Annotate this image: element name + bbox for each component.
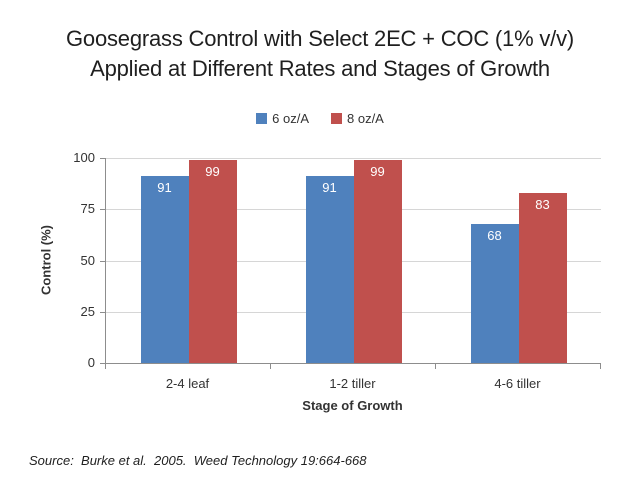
y-tick-label: 25	[80, 303, 95, 319]
legend-swatch-8oz	[331, 113, 342, 124]
y-axis-title: Control (%)	[38, 224, 54, 296]
bar-6-oz-A: 91	[305, 176, 354, 363]
x-category-label: 2-4 leaf	[165, 376, 210, 391]
bar-value-label: 91	[157, 180, 172, 196]
legend-item-8oz: 8 oz/A	[331, 111, 384, 126]
bar-value-label: 91	[322, 180, 337, 196]
y-tick-label: 75	[80, 201, 95, 217]
bar-8-oz-A: 99	[353, 160, 402, 363]
legend-item-6oz: 6 oz/A	[256, 111, 309, 126]
y-tick-label: 0	[87, 355, 95, 370]
bar-6-oz-A: 68	[470, 223, 519, 363]
chart-title-line-1: Goosegrass Control with Select 2EC + COC…	[66, 26, 574, 51]
x-tick-mark	[270, 364, 271, 369]
gridline-100	[106, 158, 601, 159]
x-category-label: 1-2 tiller	[329, 376, 376, 391]
x-category-label: 4-6 tiller	[494, 376, 541, 391]
x-tick-mark	[600, 364, 601, 369]
y-tick-mark	[100, 158, 105, 159]
x-axis-title: Stage of Growth	[302, 398, 403, 413]
y-tick-label: 50	[80, 252, 95, 268]
chart-title: Goosegrass Control with Select 2EC + COC…	[0, 24, 640, 84]
y-tick-mark	[100, 311, 105, 313]
plot-area: 91 99 91 99 68 83	[105, 158, 601, 364]
y-tick-mark	[100, 363, 105, 364]
bar-8-oz-A: 99	[188, 160, 237, 363]
legend-swatch-6oz	[256, 113, 268, 124]
y-tick-mark	[100, 260, 105, 262]
bar-value-label: 83	[535, 196, 550, 212]
chart-title-line-2: Applied at Different Rates and Stages of…	[90, 56, 550, 81]
legend-label-6oz: 6 oz/A	[272, 111, 309, 126]
y-tick-label: 100	[73, 150, 95, 165]
source-citation: Source: Burke et al. 2005. Weed Technolo…	[29, 453, 367, 468]
bar-8-oz-A: 83	[518, 192, 567, 363]
x-tick-mark	[105, 364, 106, 369]
bar-value-label: 68	[487, 227, 502, 243]
x-tick-mark	[435, 364, 436, 369]
legend: 6 oz/A 8 oz/A	[0, 111, 640, 126]
bar-value-label: 99	[205, 164, 220, 180]
bar-6-oz-A: 91	[140, 176, 189, 363]
y-tick-mark	[100, 209, 105, 211]
bar-value-label: 99	[370, 164, 385, 180]
legend-label-8oz: 8 oz/A	[347, 111, 384, 126]
